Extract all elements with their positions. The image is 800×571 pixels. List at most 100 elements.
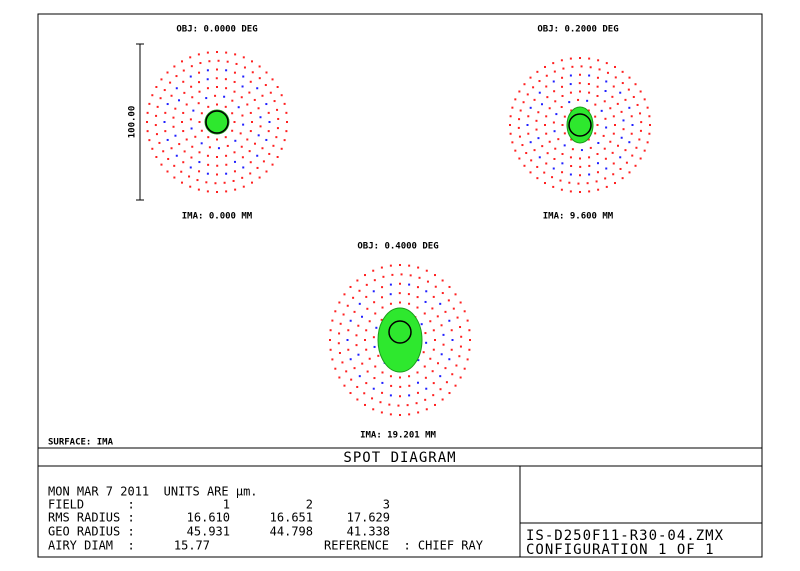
ray-dot (256, 166, 259, 169)
ray-dot (447, 299, 450, 302)
ray-dot (426, 280, 429, 283)
ray-dot (424, 398, 427, 401)
ray-dot (577, 98, 580, 101)
ray-dot (434, 285, 437, 288)
ray-dot (609, 140, 612, 143)
ray-dot (346, 339, 349, 341)
ray-dot (468, 348, 471, 351)
ray-dot (625, 161, 628, 164)
ray-dot (355, 344, 358, 347)
ray-dot (600, 109, 603, 112)
ray-dot (548, 140, 551, 143)
ray-dot (198, 90, 201, 93)
airy-disk (388, 320, 412, 344)
ray-dot (631, 154, 634, 157)
ray-dot (358, 289, 361, 292)
ray-dot (587, 82, 590, 85)
ray-dot (543, 171, 546, 174)
ray-dot (182, 130, 185, 133)
ray-dot (183, 150, 186, 153)
ray-dot (223, 95, 226, 98)
ray-dot (166, 71, 169, 74)
ray-dot (640, 121, 643, 124)
ray-dot (627, 88, 630, 91)
ray-dot (560, 59, 563, 62)
ray-dot (424, 376, 427, 379)
ray-dot (251, 71, 254, 74)
ray-dot (434, 274, 436, 277)
ray-dot (431, 307, 434, 310)
ray-dot (283, 102, 286, 105)
ray-dot (172, 125, 175, 128)
ray-dot (509, 124, 511, 126)
ray-dot (347, 329, 350, 332)
ray-dot (605, 185, 608, 188)
configuration: CONFIGURATION 1 OF 1 (526, 542, 715, 558)
ray-dot (450, 348, 453, 351)
ray-dot (248, 91, 251, 94)
ray-dot (545, 74, 548, 77)
ray-dot (256, 87, 259, 90)
ray-dot (588, 173, 591, 176)
ray-dot (409, 274, 412, 277)
ray-dot (276, 86, 279, 88)
ray-dot (233, 121, 236, 123)
ray-dot (639, 112, 642, 115)
ray-dot (594, 103, 597, 106)
ray-dot (160, 78, 163, 81)
ray-dot (589, 66, 592, 69)
ray-dot (216, 68, 218, 71)
ray-dot (146, 121, 148, 123)
ray-dot (621, 177, 624, 180)
ray-dot (192, 109, 195, 112)
ray-dot (552, 121, 555, 124)
ray-dot (338, 301, 341, 304)
ray-dot (529, 141, 532, 144)
ray-dot (276, 127, 279, 130)
ray-dot (620, 136, 623, 139)
geo-value: 41.338 (347, 525, 390, 539)
ray-dot (521, 144, 524, 147)
ray-dot (267, 130, 270, 133)
ray-dot (588, 164, 591, 167)
ray-dot (258, 77, 261, 80)
ray-dot (552, 185, 555, 188)
ray-dot (242, 185, 245, 188)
ray-dot (415, 402, 418, 405)
row-label: GEO RADIUS : (48, 525, 135, 539)
ray-dot (343, 384, 346, 387)
ray-dot (265, 138, 268, 141)
ray-dot (225, 154, 228, 157)
ray-dot (173, 164, 176, 167)
ray-dot (337, 342, 340, 345)
ray-dot (619, 91, 622, 94)
ray-dot (406, 404, 409, 407)
ray-dot (190, 156, 193, 159)
ray-dot (216, 51, 218, 53)
ray-dot (620, 110, 623, 113)
ray-dot (225, 51, 228, 54)
ray-dot (459, 345, 462, 348)
ray-dot (180, 170, 183, 173)
ray-dot (605, 80, 608, 83)
ray-dot (160, 163, 163, 166)
ray-dot (648, 132, 651, 135)
ray-dot (262, 160, 265, 163)
ray-dot (223, 181, 226, 184)
ray-dot (356, 279, 359, 282)
ray-dot (466, 319, 469, 322)
row-label: RMS RADIUS : (48, 511, 135, 525)
ray-dot (381, 296, 384, 299)
ray-dot (329, 348, 332, 351)
ray-dot (190, 65, 193, 68)
ray-dot (334, 367, 337, 370)
ray-dot (233, 160, 236, 163)
ray-dot (459, 301, 462, 304)
ray-dot (242, 75, 245, 78)
ray-dot (597, 188, 600, 191)
ray-dot (536, 165, 539, 168)
ray-dot (214, 94, 217, 97)
ray-dot (408, 394, 411, 397)
ray-dot (596, 171, 599, 174)
